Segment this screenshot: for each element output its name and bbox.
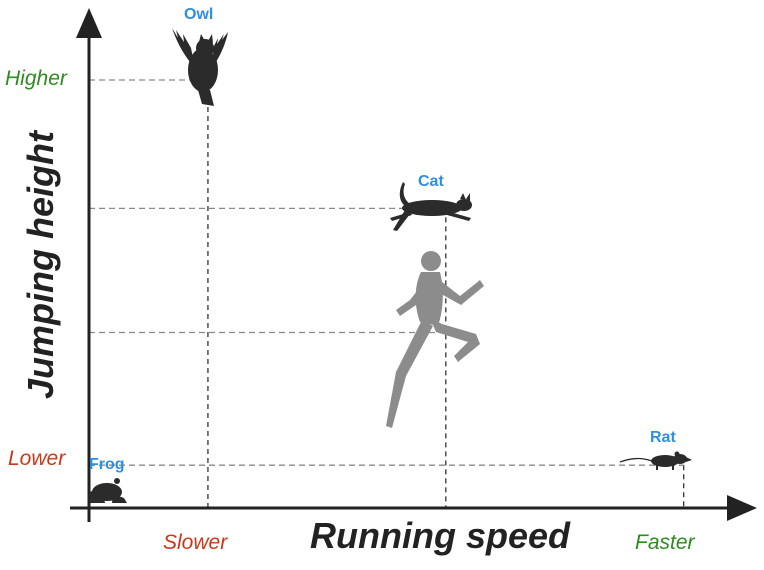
owl-label: Owl	[184, 6, 214, 23]
guide-lines	[89, 79, 685, 508]
y-axis-arrowhead	[76, 8, 102, 38]
cat-silhouette	[390, 182, 472, 231]
y-axis-title: Jumping height	[20, 131, 61, 399]
frog-label: Frog	[89, 456, 125, 473]
x-tick-low-label: Slower	[163, 531, 228, 554]
x-tick-high-label: Faster	[635, 531, 695, 554]
x-axis-arrowhead	[727, 495, 757, 521]
cat-label: Cat	[418, 173, 444, 190]
rat-label: Rat	[650, 429, 676, 446]
human-runner-silhouette	[386, 251, 484, 428]
owl-silhouette	[172, 28, 228, 106]
x-axis-title: Running speed	[310, 515, 570, 556]
y-tick-low-label: Lower	[8, 447, 66, 470]
frog-silhouette	[89, 478, 127, 503]
rat-silhouette	[619, 451, 692, 470]
y-tick-high-label: Higher	[5, 67, 67, 90]
